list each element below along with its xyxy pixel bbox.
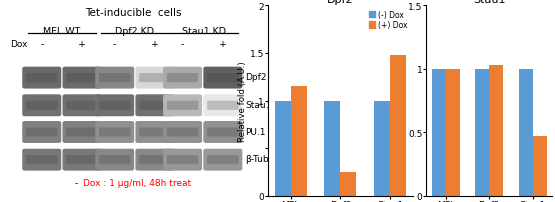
FancyBboxPatch shape [66,155,98,164]
Text: MEL WT: MEL WT [43,27,80,36]
FancyBboxPatch shape [135,149,174,171]
FancyBboxPatch shape [22,149,61,171]
Text: +: + [219,40,227,48]
Bar [432,69,446,196]
FancyBboxPatch shape [167,155,198,164]
Text: +: + [151,40,159,48]
FancyBboxPatch shape [66,101,98,110]
Bar [490,66,503,196]
Bar [476,69,490,196]
FancyBboxPatch shape [203,149,243,171]
Text: PU.1: PU.1 [245,127,266,136]
Text: Dpf2 KD: Dpf2 KD [115,27,154,36]
Text: -: - [75,178,78,187]
Text: +: + [78,40,86,48]
FancyBboxPatch shape [63,67,102,89]
FancyBboxPatch shape [95,121,134,143]
FancyBboxPatch shape [203,121,243,143]
FancyBboxPatch shape [63,95,102,117]
FancyBboxPatch shape [26,155,58,164]
FancyBboxPatch shape [167,74,198,83]
Text: Dox : 1 μg/ml, 48h treat: Dox : 1 μg/ml, 48h treat [83,178,191,187]
Text: -: - [40,40,43,48]
Bar [519,69,533,196]
FancyBboxPatch shape [135,121,174,143]
FancyBboxPatch shape [63,149,102,171]
FancyBboxPatch shape [135,67,174,89]
Bar [446,69,460,196]
Title: Stau1: Stau1 [473,0,506,5]
FancyBboxPatch shape [135,95,174,117]
Text: Dpf2: Dpf2 [245,73,267,82]
Legend: (-) Dox, (+) Dox: (-) Dox, (+) Dox [369,10,408,31]
Text: β-Tubulin: β-Tubulin [245,155,286,163]
FancyBboxPatch shape [99,74,130,83]
Text: Dox: Dox [11,40,28,48]
Text: Stau1: Stau1 [245,100,272,109]
Text: -: - [113,40,117,48]
FancyBboxPatch shape [99,128,130,137]
Y-axis label: Relative fold (A.U.): Relative fold (A.U.) [238,61,247,141]
FancyBboxPatch shape [139,101,170,110]
Bar [291,87,306,196]
FancyBboxPatch shape [139,155,170,164]
FancyBboxPatch shape [167,128,198,137]
FancyBboxPatch shape [207,128,239,137]
Text: Tet-inducible  cells: Tet-inducible cells [85,8,182,18]
FancyBboxPatch shape [66,128,98,137]
FancyBboxPatch shape [203,67,243,89]
Bar [325,101,340,196]
FancyBboxPatch shape [99,155,130,164]
FancyBboxPatch shape [99,101,130,110]
FancyBboxPatch shape [163,149,202,171]
FancyBboxPatch shape [22,67,61,89]
FancyBboxPatch shape [139,128,170,137]
Text: Stau1 KD: Stau1 KD [182,27,226,36]
FancyBboxPatch shape [26,128,58,137]
FancyBboxPatch shape [203,95,243,117]
FancyBboxPatch shape [163,67,202,89]
FancyBboxPatch shape [95,149,134,171]
FancyBboxPatch shape [207,74,239,83]
Bar [533,136,547,196]
Title: Dpf2: Dpf2 [327,0,354,5]
FancyBboxPatch shape [66,74,98,83]
FancyBboxPatch shape [163,95,202,117]
FancyBboxPatch shape [63,121,102,143]
FancyBboxPatch shape [26,74,58,83]
FancyBboxPatch shape [22,95,61,117]
FancyBboxPatch shape [207,155,239,164]
FancyBboxPatch shape [26,101,58,110]
FancyBboxPatch shape [95,67,134,89]
FancyBboxPatch shape [167,101,198,110]
FancyBboxPatch shape [95,95,134,117]
Bar [340,172,356,196]
FancyBboxPatch shape [163,121,202,143]
FancyBboxPatch shape [207,101,239,110]
Bar [374,101,390,196]
FancyBboxPatch shape [22,121,61,143]
FancyBboxPatch shape [139,74,170,83]
Bar [390,55,406,196]
Bar [275,101,291,196]
Text: -: - [181,40,184,48]
